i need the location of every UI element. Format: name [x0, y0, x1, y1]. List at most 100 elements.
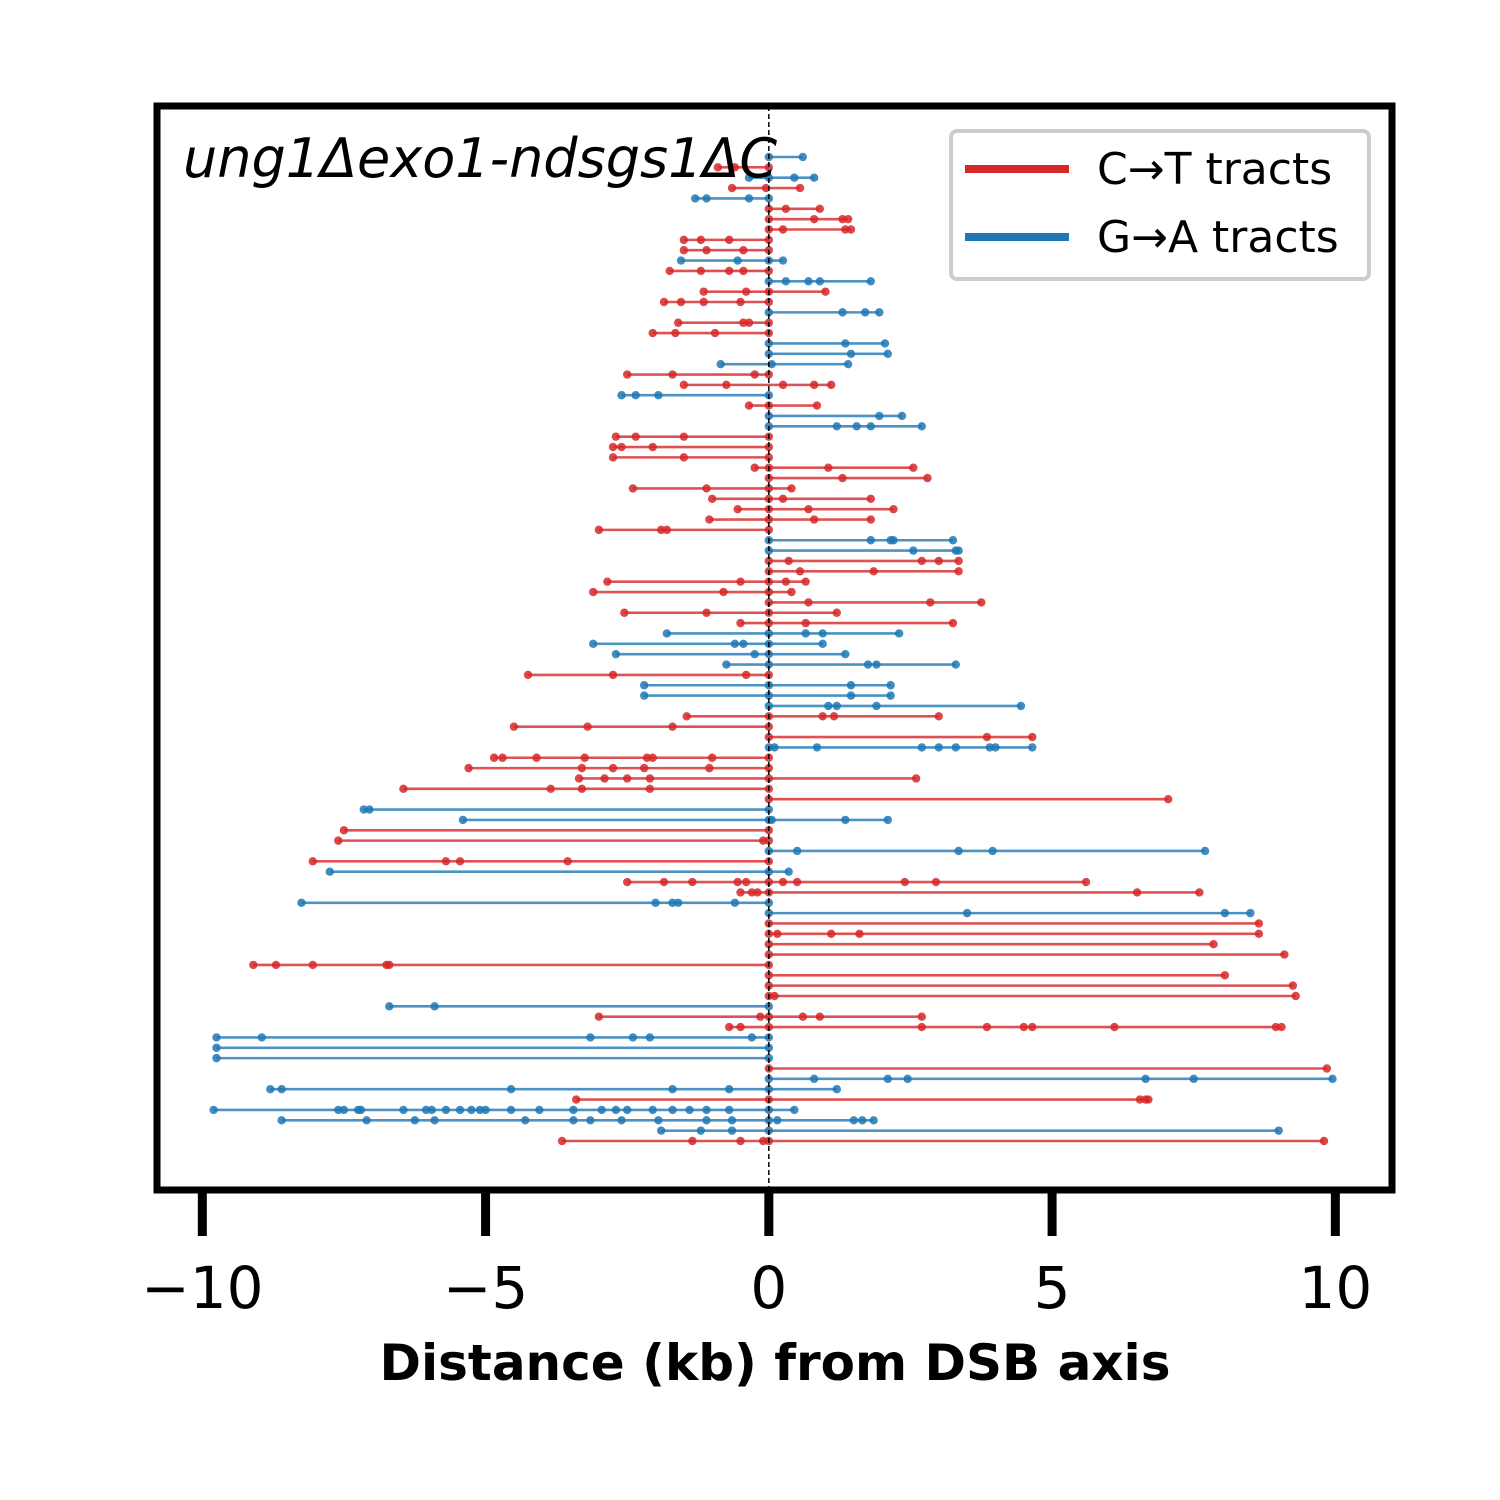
tract-72 — [297, 898, 774, 907]
tract-point — [934, 556, 943, 566]
tract-point — [889, 504, 898, 514]
tract-point — [212, 1033, 221, 1042]
tract-point — [818, 712, 827, 721]
tract-point — [736, 888, 745, 897]
tract-point — [702, 194, 711, 203]
tract-point — [838, 308, 847, 317]
tract-point — [764, 277, 774, 286]
tract-point — [557, 1136, 567, 1146]
tract-point — [702, 608, 711, 617]
tract-point — [702, 246, 711, 255]
tract-point — [739, 266, 748, 276]
tract-point — [710, 328, 720, 338]
tract-point — [846, 225, 856, 234]
tract-point — [597, 1105, 606, 1115]
tract-point — [608, 442, 618, 452]
tract-point — [339, 1105, 349, 1115]
tract-point — [727, 1126, 737, 1135]
x-tick-label-3: 5 — [1034, 1254, 1071, 1322]
tract-42 — [589, 587, 796, 597]
tract-point — [430, 1002, 439, 1011]
tract-point — [399, 1105, 408, 1115]
tract-point — [1220, 908, 1230, 918]
tract-point — [869, 1116, 878, 1125]
tract-79 — [764, 971, 1230, 980]
tract-point — [271, 960, 281, 970]
tract-point — [699, 297, 708, 307]
tract-68 — [308, 857, 774, 866]
tract-point — [781, 204, 791, 213]
tract-28 — [608, 442, 774, 452]
tract-point — [679, 453, 689, 462]
tract-3 — [727, 183, 805, 193]
tract-point — [954, 846, 963, 856]
tract-65 — [339, 826, 774, 835]
tract-point — [506, 1105, 516, 1115]
tract-point — [620, 608, 629, 617]
tract-point — [648, 753, 657, 762]
tract-87 — [212, 1053, 774, 1063]
tract-point — [659, 877, 669, 887]
tract-point — [832, 608, 842, 617]
tract-point — [809, 214, 819, 224]
tract-point — [866, 422, 876, 431]
tract-point — [764, 515, 774, 524]
tract-point — [1274, 1126, 1283, 1135]
legend-label-1: G→A tracts — [1097, 212, 1339, 263]
tract-point — [736, 618, 745, 628]
tract-point — [1246, 908, 1255, 918]
tract-point — [1028, 1022, 1037, 1032]
tract-point — [608, 670, 618, 680]
tract-point — [809, 1074, 819, 1084]
tract-point — [628, 484, 638, 493]
tract-point — [339, 826, 349, 835]
tract-point — [741, 670, 751, 680]
tract-point — [843, 214, 853, 224]
tract-point — [764, 618, 774, 628]
tract-point — [764, 836, 774, 845]
tract-point — [894, 629, 904, 638]
tract-point — [676, 256, 686, 265]
tract-44 — [620, 608, 842, 617]
tract-point — [764, 349, 774, 358]
tract-point — [623, 370, 632, 379]
tract-point — [611, 432, 621, 441]
tract-point — [778, 494, 788, 504]
tract-18 — [764, 339, 890, 348]
tract-point — [617, 442, 626, 452]
tract-point — [764, 235, 774, 245]
tract-point — [334, 836, 343, 845]
tract-31 — [764, 473, 932, 483]
tract-54 — [682, 712, 943, 721]
tract-point — [809, 515, 819, 524]
tract-point — [696, 235, 706, 245]
tract-point — [787, 484, 796, 493]
tract-point — [792, 846, 802, 856]
tract-point — [812, 401, 822, 410]
tract-point — [977, 598, 986, 607]
tract-point — [849, 1116, 859, 1125]
tract-point — [455, 1105, 465, 1115]
tract-point — [668, 1105, 677, 1115]
tract-point — [682, 712, 691, 721]
tract-point — [951, 743, 960, 752]
tract-point — [640, 763, 649, 773]
tract-point — [572, 1095, 581, 1104]
tract-point — [699, 287, 708, 296]
tract-point — [744, 173, 754, 182]
x-axis: −10 −5 0 5 10 — [141, 1190, 1372, 1322]
tract-point — [730, 163, 740, 172]
tract-point — [631, 432, 640, 441]
tract-point — [846, 349, 856, 358]
tract-point — [764, 1043, 774, 1052]
tract-point — [764, 587, 774, 597]
tract-19 — [764, 349, 893, 358]
tract-point — [753, 888, 762, 897]
tract-point — [467, 1105, 476, 1115]
tract-point — [770, 991, 779, 1001]
tract-point — [736, 1022, 745, 1032]
tract-point — [702, 1116, 711, 1125]
tract-12 — [764, 277, 876, 286]
tract-point — [923, 473, 932, 483]
tract-point — [764, 556, 774, 566]
